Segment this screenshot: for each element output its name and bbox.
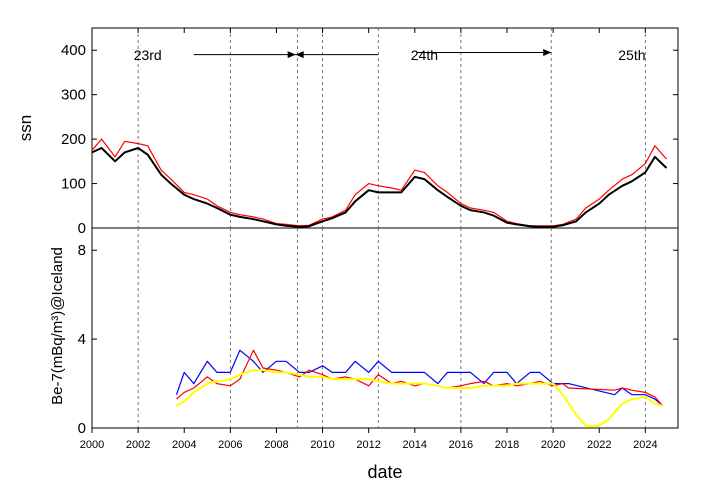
arrow-head-2	[543, 48, 552, 56]
bottom-ytick-label-0: 0	[78, 420, 86, 437]
bottom-series	[175, 349, 664, 427]
xtick-label-4: 2008	[264, 439, 288, 451]
top-ytick-label-0: 0	[78, 220, 86, 237]
top-ytick-label-3: 300	[61, 87, 86, 104]
cycle-label-2: 25th	[618, 47, 645, 63]
top-y-axis-label: ssn	[16, 115, 35, 141]
xtick-label-3: 2006	[218, 439, 242, 451]
bottom-y-axis-label: Be-7(mBq/m³)@Iceland	[49, 247, 66, 405]
top-series-0	[91, 138, 667, 227]
top-yticks: 0 100 200 300 400	[61, 42, 678, 237]
bottom-ytick-label-2: 8	[78, 242, 86, 259]
xtick-label-8: 2016	[449, 439, 473, 451]
x-ticks: 2000 2002 2004 2006 2008 2010 2012 2014 2016 2018…	[80, 28, 658, 451]
xtick-label-2: 2004	[172, 439, 196, 451]
top-ytick-label-2: 200	[61, 131, 86, 148]
xtick-label-7: 2014	[403, 439, 427, 451]
bottom-vlines	[137, 228, 646, 428]
xtick-label-6: 2012	[356, 439, 380, 451]
bottom-ytick-label-1: 4	[78, 331, 86, 348]
cycle-label-1: 24th	[411, 47, 438, 63]
xtick-label-9: 2018	[495, 439, 519, 451]
xtick-label-5: 2010	[310, 439, 334, 451]
top-series	[91, 138, 668, 228]
arrow-head-1	[295, 51, 304, 59]
top-series-1	[91, 147, 668, 228]
top-arrows	[193, 48, 552, 59]
xtick-label-1: 2002	[126, 439, 150, 451]
x-axis-label: date	[367, 462, 402, 482]
top-vlines	[137, 28, 646, 228]
top-annotations: 23rd 24th 25th	[134, 47, 646, 63]
xtick-label-12: 2024	[633, 439, 657, 451]
bottom-series-1	[176, 349, 664, 407]
xtick-label-0: 2000	[80, 439, 104, 451]
top-ytick-label-1: 100	[61, 176, 86, 193]
bottom-series-2	[175, 369, 663, 427]
cycle-label-0: 23rd	[134, 47, 162, 63]
xtick-label-11: 2022	[587, 439, 611, 451]
bottom-yticks: 0 4 8	[78, 242, 678, 437]
xtick-label-10: 2020	[541, 439, 565, 451]
top-panel-frame	[91, 27, 679, 229]
arrow-head-0	[287, 51, 296, 59]
bottom-panel-frame	[91, 227, 679, 429]
top-ytick-label-4: 400	[61, 42, 86, 59]
